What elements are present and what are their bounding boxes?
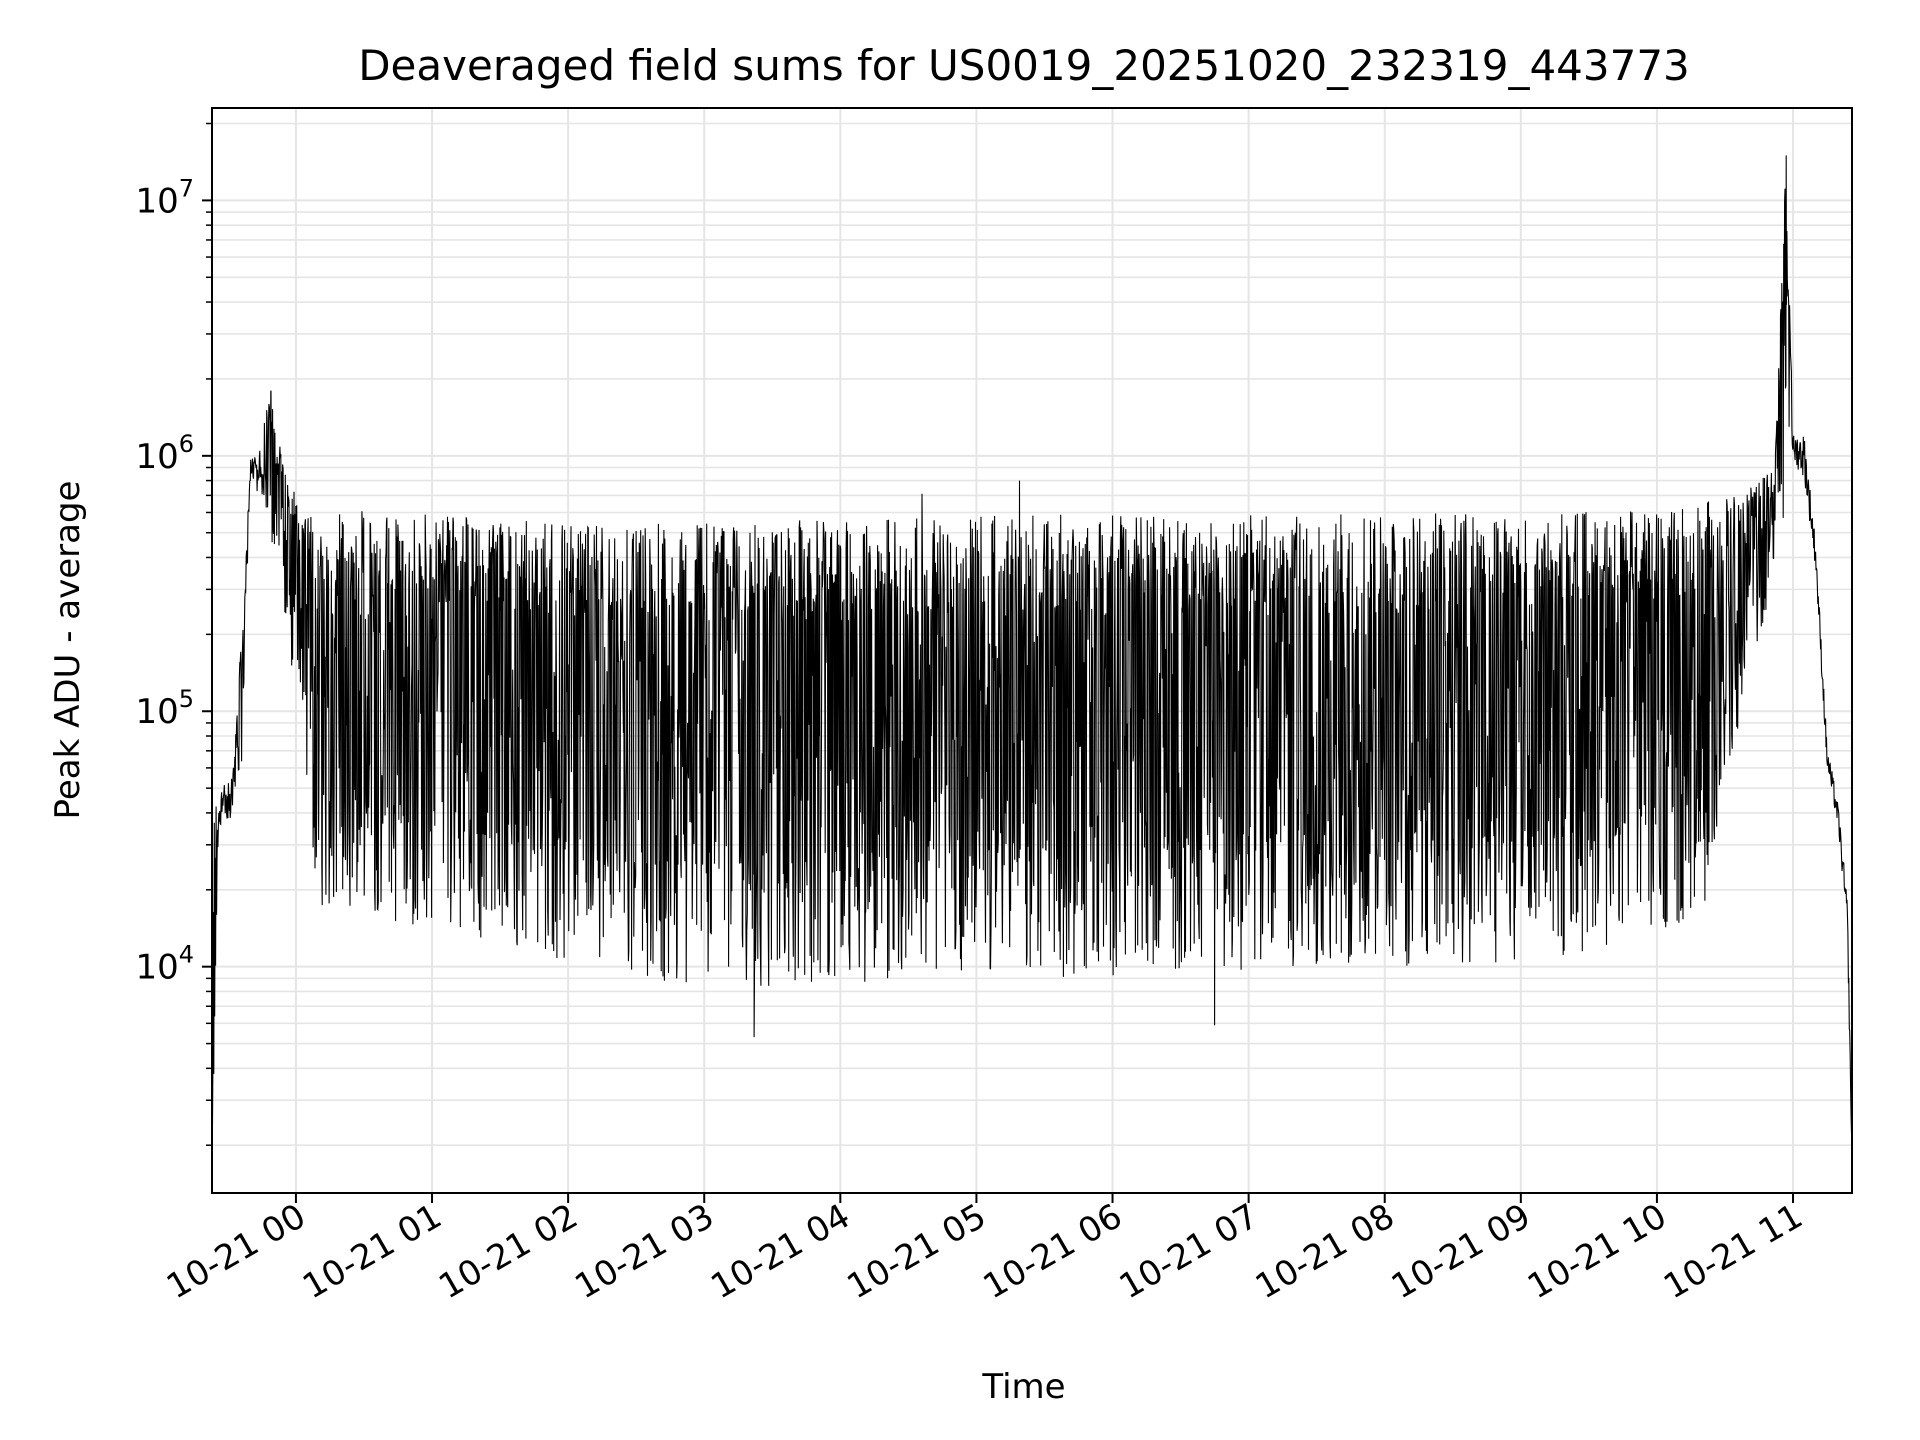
plot-area-frame (211, 107, 1853, 1194)
y-tick-exponent: 4 (179, 941, 194, 969)
y-tick-label: 106 (135, 430, 194, 477)
y-tick-exponent: 5 (179, 685, 194, 713)
x-axis-label: Time (981, 1367, 1065, 1407)
y-tick-label: 104 (135, 941, 194, 988)
y-tick-exponent: 7 (179, 174, 194, 202)
y-tick-base: 10 (135, 692, 178, 732)
series-line-path (212, 155, 1852, 1151)
chart-title: Deaveraged field sums for US0019_2025102… (358, 41, 1690, 90)
series-line (212, 155, 1852, 1151)
y-tick-exponent: 6 (179, 430, 194, 458)
y-tick-base: 10 (135, 181, 178, 221)
y-tick-label: 107 (135, 174, 194, 221)
y-tick-label: 105 (135, 685, 194, 732)
y-axis-label: Peak ADU - average (48, 481, 88, 820)
y-tick-base: 10 (135, 948, 178, 988)
y-tick-base: 10 (135, 437, 178, 477)
